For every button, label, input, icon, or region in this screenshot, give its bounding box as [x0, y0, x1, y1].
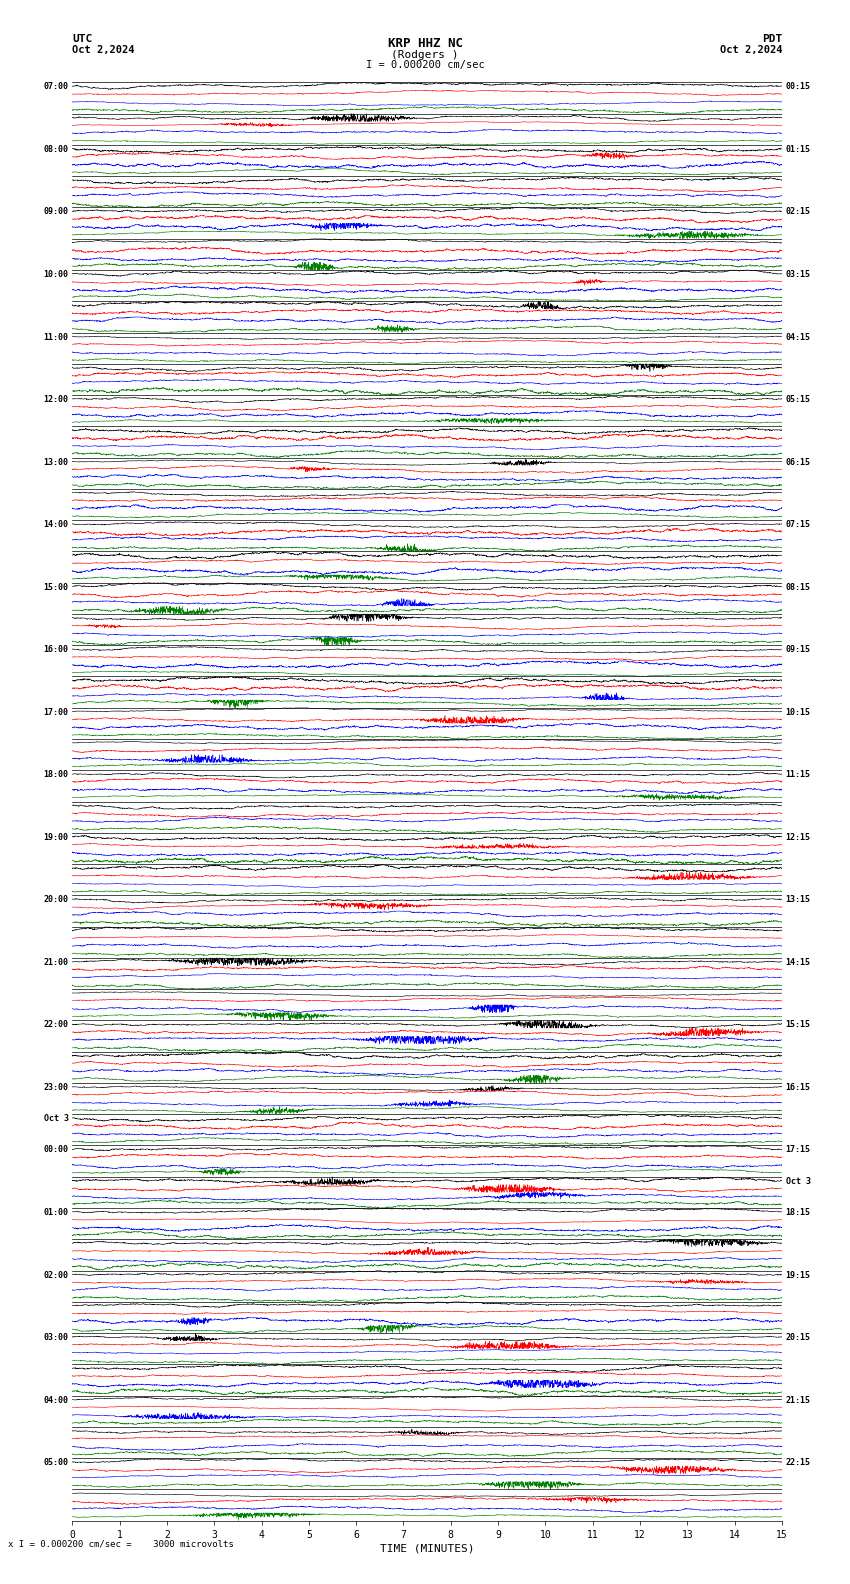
Text: 15:15: 15:15	[785, 1020, 811, 1030]
Text: 18:00: 18:00	[43, 770, 69, 779]
Text: 11:15: 11:15	[785, 770, 811, 779]
Text: Oct 3: Oct 3	[43, 1114, 69, 1123]
Text: 10:00: 10:00	[43, 269, 69, 279]
Text: 01:00: 01:00	[43, 1209, 69, 1217]
Text: Oct 3: Oct 3	[785, 1177, 811, 1186]
Text: Oct 2,2024: Oct 2,2024	[719, 46, 782, 55]
Text: 05:00: 05:00	[43, 1459, 69, 1467]
Text: 12:00: 12:00	[43, 394, 69, 404]
Text: 20:15: 20:15	[785, 1334, 811, 1342]
Text: 08:00: 08:00	[43, 144, 69, 154]
Text: 18:15: 18:15	[785, 1209, 811, 1217]
Text: 22:00: 22:00	[43, 1020, 69, 1030]
Text: 02:15: 02:15	[785, 208, 811, 217]
Text: 16:15: 16:15	[785, 1083, 811, 1091]
Text: 00:15: 00:15	[785, 82, 811, 92]
Text: 23:00: 23:00	[43, 1083, 69, 1091]
Text: 22:15: 22:15	[785, 1459, 811, 1467]
Text: 17:00: 17:00	[43, 708, 69, 716]
Text: 04:15: 04:15	[785, 333, 811, 342]
Text: 02:00: 02:00	[43, 1270, 69, 1280]
Text: (Rodgers ): (Rodgers )	[391, 51, 459, 60]
Text: KRP HHZ NC: KRP HHZ NC	[388, 36, 462, 49]
Text: 19:00: 19:00	[43, 833, 69, 841]
Text: I = 0.000200 cm/sec: I = 0.000200 cm/sec	[366, 60, 484, 70]
Text: Oct 2,2024: Oct 2,2024	[72, 46, 135, 55]
Text: 05:15: 05:15	[785, 394, 811, 404]
Text: PDT: PDT	[762, 35, 782, 44]
Text: 19:15: 19:15	[785, 1270, 811, 1280]
Text: 09:00: 09:00	[43, 208, 69, 217]
Text: 14:15: 14:15	[785, 958, 811, 966]
Text: 13:00: 13:00	[43, 458, 69, 467]
Text: 17:15: 17:15	[785, 1145, 811, 1155]
Text: 11:00: 11:00	[43, 333, 69, 342]
Text: 04:00: 04:00	[43, 1396, 69, 1405]
Text: 13:15: 13:15	[785, 895, 811, 904]
Text: 06:15: 06:15	[785, 458, 811, 467]
Text: 09:15: 09:15	[785, 645, 811, 654]
X-axis label: TIME (MINUTES): TIME (MINUTES)	[380, 1544, 474, 1554]
Text: 08:15: 08:15	[785, 583, 811, 592]
Text: 01:15: 01:15	[785, 144, 811, 154]
Text: 21:00: 21:00	[43, 958, 69, 966]
Text: 21:15: 21:15	[785, 1396, 811, 1405]
Text: 10:15: 10:15	[785, 708, 811, 716]
Text: 07:00: 07:00	[43, 82, 69, 92]
Text: 07:15: 07:15	[785, 520, 811, 529]
Text: 00:00: 00:00	[43, 1145, 69, 1155]
Text: 03:15: 03:15	[785, 269, 811, 279]
Text: 20:00: 20:00	[43, 895, 69, 904]
Text: 14:00: 14:00	[43, 520, 69, 529]
Text: x I = 0.000200 cm/sec =    3000 microvolts: x I = 0.000200 cm/sec = 3000 microvolts	[8, 1540, 235, 1549]
Text: 15:00: 15:00	[43, 583, 69, 592]
Text: 03:00: 03:00	[43, 1334, 69, 1342]
Text: UTC: UTC	[72, 35, 93, 44]
Text: 12:15: 12:15	[785, 833, 811, 841]
Text: 16:00: 16:00	[43, 645, 69, 654]
